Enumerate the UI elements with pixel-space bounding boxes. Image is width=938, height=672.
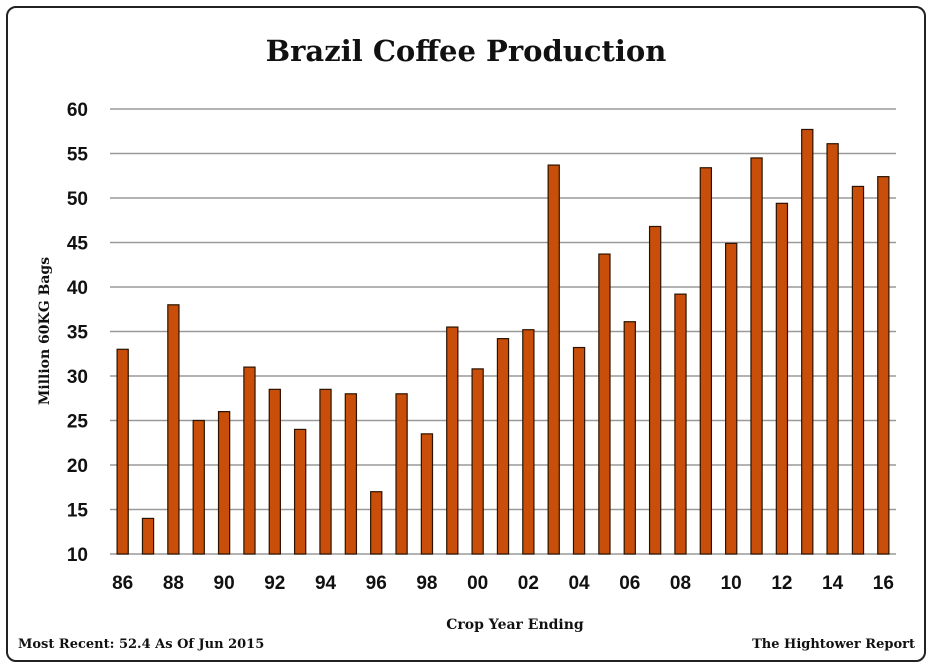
x-tick-label: 94: [315, 573, 337, 594]
bar-86: [116, 348, 129, 555]
x-tick-label: 08: [670, 573, 691, 594]
bar-03: [547, 164, 560, 555]
x-tick-labels: 86 88 90 92 94 96 98 00 02 04 06 08 10 12 14 16: [112, 573, 894, 594]
y-tick-label: 45: [67, 234, 89, 255]
bar-07: [648, 225, 662, 555]
bar-96: [370, 491, 383, 555]
bar-98: [420, 433, 434, 555]
x-tick-label: 02: [518, 573, 539, 594]
bar-89: [192, 419, 205, 555]
bar-93: [293, 428, 307, 555]
footer-source: The Hightower Report: [752, 637, 915, 652]
y-axis-label: Million 60KG Bags: [37, 257, 53, 405]
bar-08: [674, 293, 687, 555]
bar-12: [775, 202, 789, 555]
x-tick-label: 98: [416, 573, 437, 594]
gridlines: [110, 108, 896, 555]
bar-92: [268, 388, 281, 555]
chart-frame: [6, 6, 926, 662]
y-tick-labels: 10 15 20 25 30 35 40 45 50 55 60: [67, 100, 89, 566]
bars: [116, 128, 890, 555]
x-tick-label: 92: [264, 573, 285, 594]
bar-11: [750, 157, 763, 555]
x-tick-label: 00: [467, 573, 488, 594]
bar-87: [141, 517, 155, 555]
y-tick-label: 30: [67, 367, 88, 388]
bar-16: [877, 176, 890, 555]
bar-09: [699, 167, 713, 555]
bar-97: [395, 393, 408, 555]
bar-91: [243, 366, 256, 555]
bar-88: [167, 304, 180, 555]
y-tick-label: 20: [67, 456, 88, 477]
bar-14: [826, 143, 839, 555]
y-tick-label: 55: [67, 145, 89, 166]
bar-99: [446, 326, 459, 555]
x-axis-label: Crop Year Ending: [446, 617, 584, 633]
chart-title: Brazil Coffee Production: [266, 34, 667, 68]
bar-02: [522, 329, 535, 555]
y-tick-label: 15: [67, 501, 89, 522]
bar-01: [496, 338, 510, 555]
bar-95: [344, 393, 358, 555]
bar-90: [217, 411, 231, 555]
y-tick-label: 25: [67, 412, 89, 433]
bar-04: [572, 346, 586, 555]
y-tick-label: 40: [67, 278, 88, 299]
y-tick-label: 35: [67, 323, 89, 344]
bar-15: [851, 185, 865, 555]
y-tick-label: 60: [67, 100, 88, 121]
x-tick-label: 96: [366, 573, 387, 594]
bar-05: [598, 253, 611, 555]
x-tick-label: 04: [568, 573, 590, 594]
x-tick-label: 88: [163, 573, 184, 594]
x-tick-label: 12: [771, 573, 792, 594]
x-tick-label: 86: [112, 573, 133, 594]
bar-10: [725, 242, 738, 555]
x-tick-label: 90: [214, 573, 235, 594]
x-tick-label: 16: [873, 573, 894, 594]
bar-06: [623, 321, 636, 555]
y-tick-label: 10: [67, 545, 88, 566]
bar-94: [319, 388, 332, 555]
y-tick-label: 50: [67, 189, 88, 210]
x-tick-label: 14: [822, 573, 844, 594]
x-tick-label: 10: [721, 573, 742, 594]
x-tick-label: 06: [619, 573, 640, 594]
footer-most-recent: Most Recent: 52.4 As Of Jun 2015: [18, 637, 264, 652]
bar-13: [801, 128, 814, 555]
bar-00: [471, 368, 484, 555]
